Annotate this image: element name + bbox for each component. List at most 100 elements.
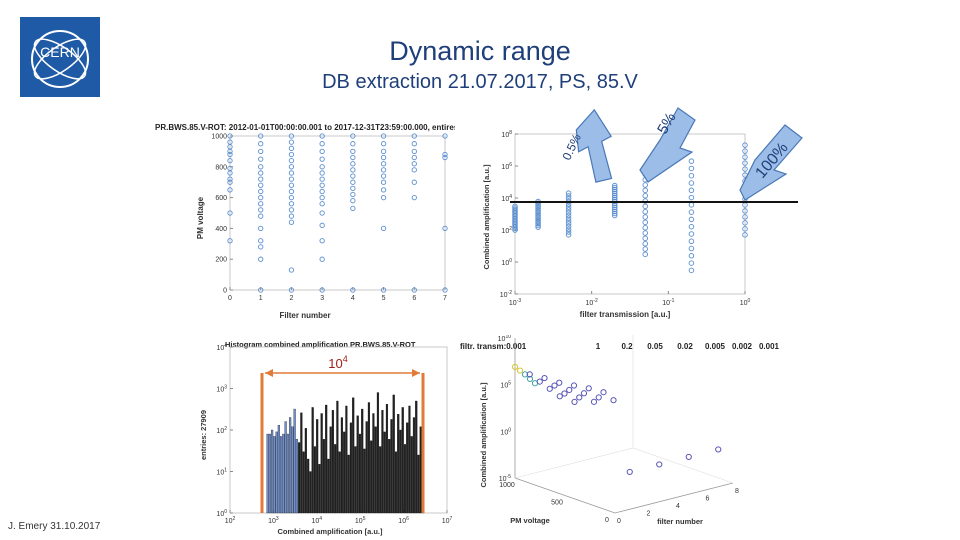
chart1-point (380, 287, 387, 293)
histogram-bar (381, 410, 384, 514)
chart1-point (411, 133, 417, 139)
chart2-point (535, 207, 541, 213)
chart2-point (688, 209, 695, 215)
chart1-point (319, 170, 325, 176)
chart1-point (258, 207, 264, 213)
histogram-bar (401, 407, 404, 514)
chart2-point (611, 182, 618, 189)
chart1-point (288, 176, 295, 182)
histogram-bar (325, 404, 328, 514)
histogram-bar (329, 426, 332, 514)
histogram-bar (388, 439, 391, 514)
chart4-point (511, 363, 519, 371)
chart2-ytick-label: 102 (501, 226, 512, 235)
chart2-point (688, 253, 695, 259)
chart2-point (565, 223, 572, 230)
chart1-xtick-label: 0 (228, 295, 232, 302)
histogram-bar (289, 417, 292, 514)
chart4-zlabel: filter number (657, 517, 703, 526)
chart1-point (258, 238, 264, 244)
chart1-point (258, 213, 264, 219)
chart2-point (742, 214, 748, 220)
chart1-point (319, 164, 325, 170)
chart4-z-tick-label: 0 (617, 518, 621, 525)
histogram-bar (293, 408, 296, 514)
chart2-point (688, 267, 695, 274)
chart1-frame (229, 135, 446, 291)
chart2-point (742, 142, 748, 148)
chart1-point (380, 141, 387, 147)
chart4-point (715, 446, 722, 453)
chart2-point (535, 209, 541, 215)
chart2-point (642, 182, 649, 188)
chart1-point (319, 256, 325, 262)
chart1-point (288, 139, 295, 145)
histogram-bar (309, 471, 312, 514)
chart2-ytick-label: 106 (501, 162, 512, 171)
chart3-ytick-label: 102 (216, 426, 227, 435)
chart1-ytick-label: 0 (223, 288, 227, 295)
chart3-xtick-label: 107 (442, 516, 453, 525)
chart4-point (570, 382, 578, 389)
chart3-xtick-label: 104 (312, 516, 323, 525)
chart1-point (227, 238, 233, 244)
histogram-range-marker: 104 (260, 354, 425, 513)
chart2-ytick-label: 108 (501, 130, 512, 139)
histogram-bar (419, 426, 422, 514)
chart1-point (288, 164, 295, 170)
chart1-point (380, 133, 387, 139)
chart1-point (442, 151, 448, 158)
histogram-bar (282, 433, 285, 514)
histogram-bar (280, 436, 283, 514)
chart1-point (227, 151, 233, 158)
histogram-bar (397, 414, 400, 514)
chart1-xtick-label: 2 (289, 295, 293, 302)
chart4-point (571, 398, 578, 405)
histogram-bar (367, 402, 371, 514)
chart1-point (227, 179, 233, 185)
histogram-bar (327, 458, 330, 514)
histogram-bar (379, 446, 382, 514)
chart1-point (288, 219, 295, 225)
chart2-point (535, 215, 541, 222)
chart1-point (380, 148, 387, 155)
threshold-overlay (510, 201, 798, 203)
histogram-bar (354, 446, 357, 514)
chart1-point (227, 157, 233, 164)
chart3-ytick-label: 100 (216, 509, 227, 518)
chart2-point (565, 220, 572, 227)
chart1-point (258, 256, 264, 262)
chart2-point (565, 232, 572, 238)
chart1-point (411, 287, 417, 293)
chart2-point (565, 229, 572, 235)
histogram-bar (345, 405, 348, 514)
chart2-point (642, 187, 649, 194)
chart2-point (688, 187, 695, 194)
chart1-point (288, 194, 295, 201)
chart4-x-tick-label: 0 (605, 517, 609, 524)
chart4-header-value: 0.002 (732, 342, 753, 351)
chart1-point (411, 194, 417, 201)
histogram-bar (358, 433, 362, 514)
chart1-point (319, 238, 325, 244)
chart1-point (350, 198, 356, 204)
chart2-xtick-label: 10-1 (662, 298, 674, 307)
histogram-bar (361, 408, 364, 514)
chart1-xtick-label: 1 (259, 295, 263, 302)
chart-3d-scatter: filtr. transm:0.001 1 0.2 0.05 0.02 0.005 0.0… (460, 335, 780, 526)
chart1-ytick-label: 600 (215, 195, 227, 202)
histogram-bar (313, 446, 316, 514)
chart1-point (288, 133, 295, 139)
chart2-ytick-label: 10-2 (500, 290, 512, 299)
chart4-y-tick-label: 105 (500, 381, 511, 390)
chart2-ylabel: Combined amplification [a.u.] (482, 164, 491, 270)
histogram-bar (271, 429, 274, 514)
chart1-point (442, 225, 448, 232)
chart1-point (411, 179, 417, 185)
chart2-point (642, 251, 649, 258)
chart2-point (565, 204, 572, 210)
chart1-point (350, 191, 356, 198)
chart4-x-tick-label: 1000 (499, 482, 515, 489)
histogram-bar (415, 400, 418, 514)
chart1-point (319, 287, 325, 293)
